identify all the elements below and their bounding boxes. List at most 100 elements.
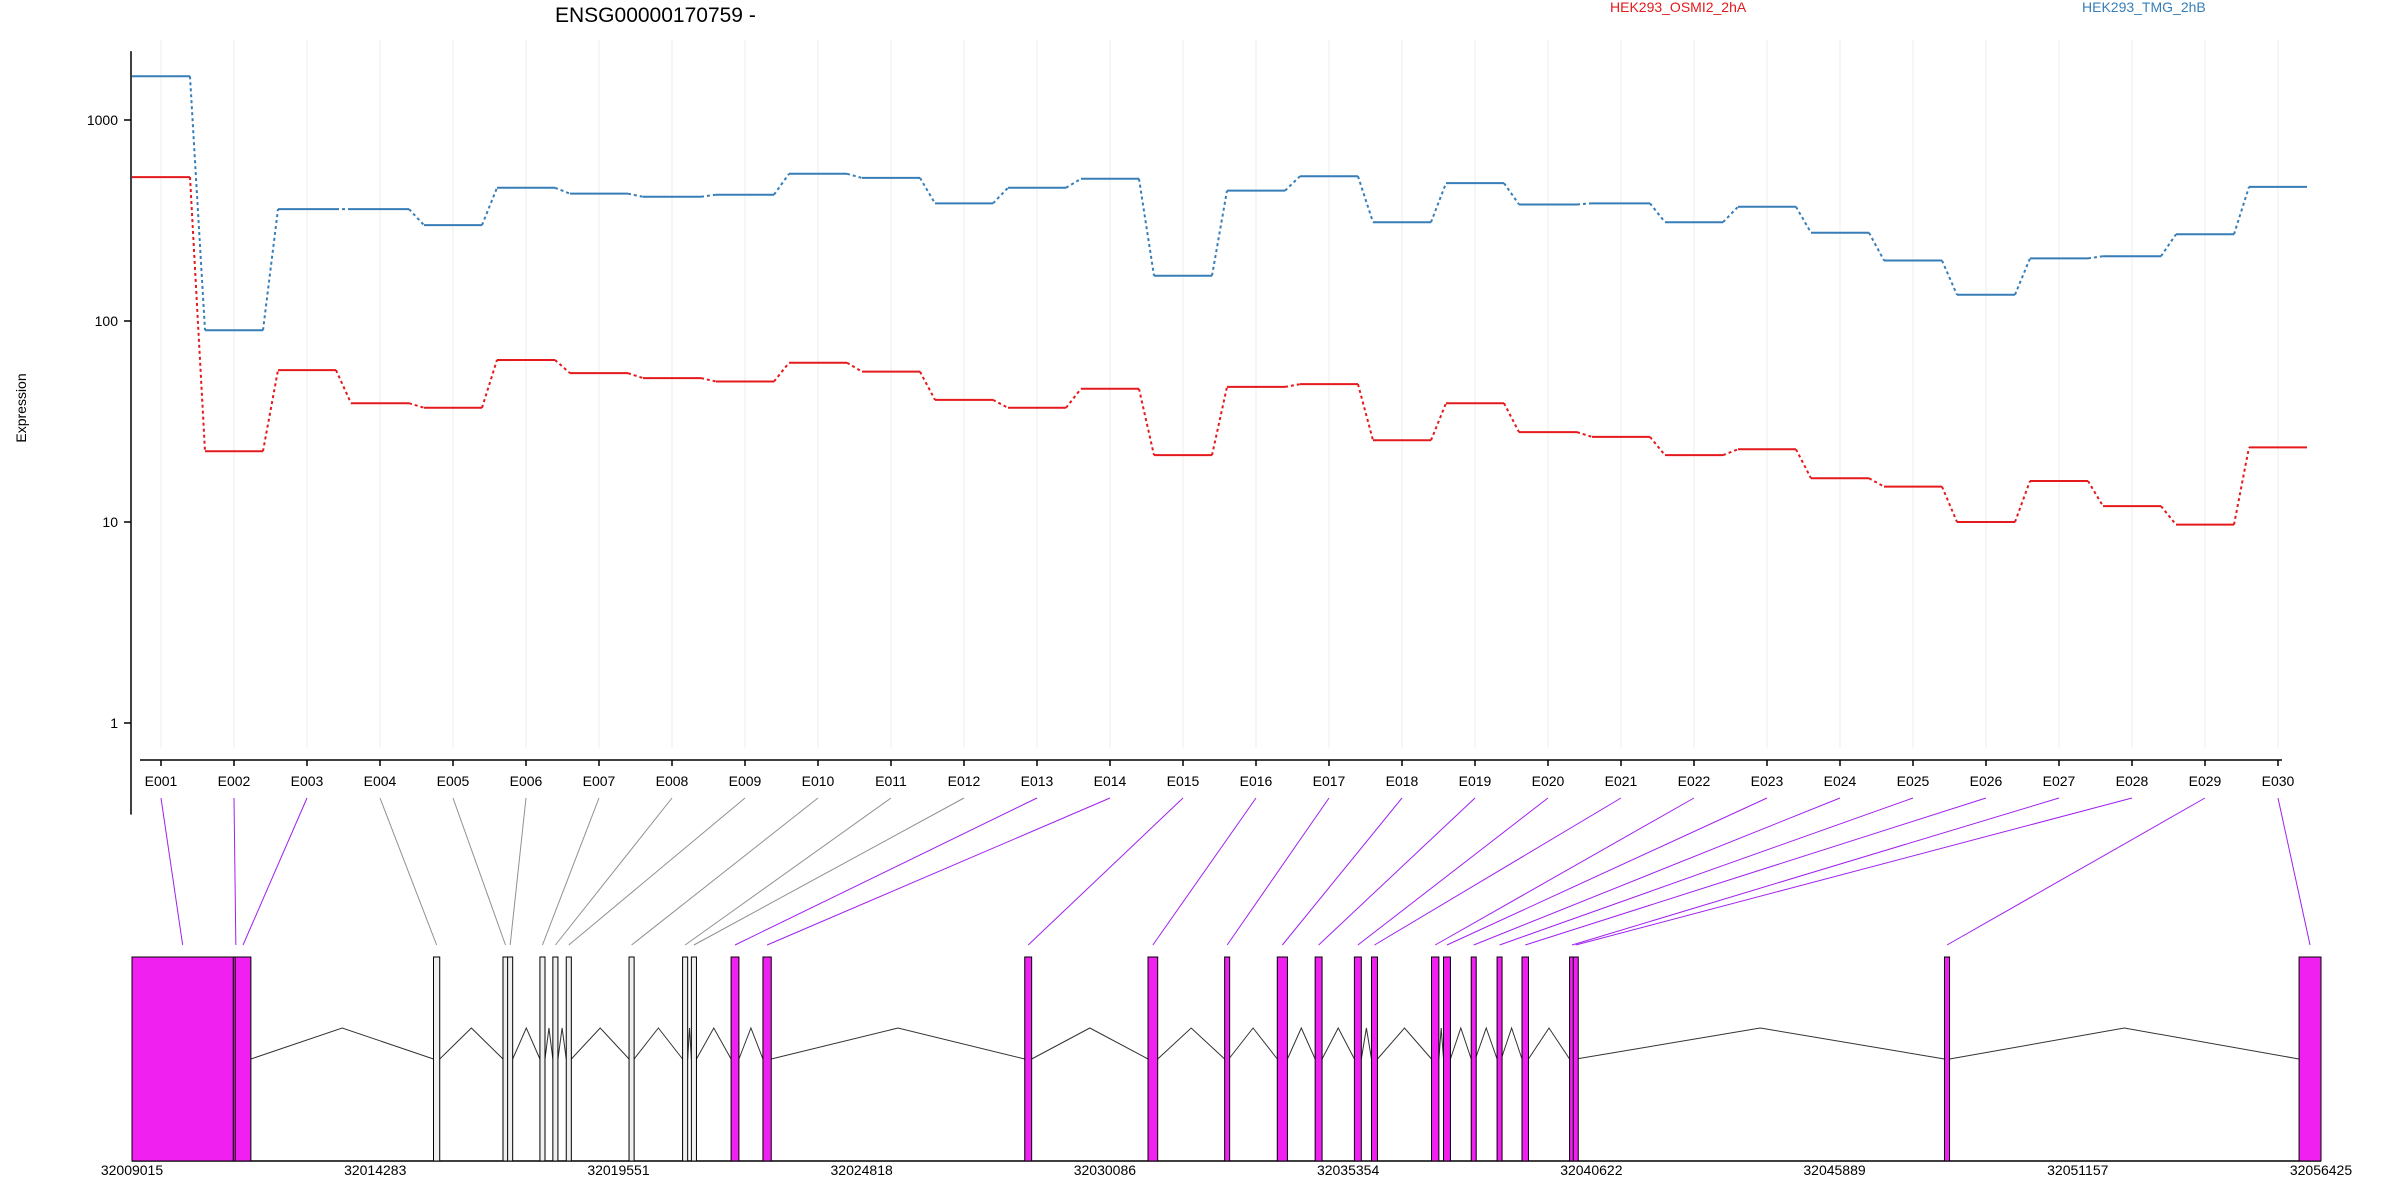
legend-entry-series-2: HEK293_TMG_2hB xyxy=(2082,0,2206,15)
exon-E012 xyxy=(690,956,697,1162)
connector-E006 xyxy=(509,797,527,946)
exon-E003 xyxy=(234,956,252,1162)
genome-tick-label-5: 32030086 xyxy=(1074,1162,1137,1178)
connector-E014 xyxy=(766,797,1111,946)
x-tick-label-E025: E025 xyxy=(1897,773,1930,789)
genome-tick-label-6: 32035354 xyxy=(1317,1162,1380,1178)
series-1-transition-17 xyxy=(1357,383,1374,441)
y-tick-label-1: 1 xyxy=(110,715,118,731)
connector-E010 xyxy=(631,797,819,946)
series-1-transition-29 xyxy=(2233,447,2250,525)
series-1-transition-18 xyxy=(1430,402,1447,441)
intron-19 xyxy=(1321,1026,1355,1060)
series-1-transition-15 xyxy=(1211,386,1228,456)
intron-11 xyxy=(687,1027,692,1060)
x-tick-label-E026: E026 xyxy=(1970,773,2003,789)
connector-E019 xyxy=(1318,797,1476,946)
exon-E024 xyxy=(1470,956,1477,1162)
x-tick-label-E001: E001 xyxy=(145,773,178,789)
connector-E007 xyxy=(541,797,600,946)
x-tick-label-E023: E023 xyxy=(1751,773,1784,789)
connector-E025 xyxy=(1499,797,1914,946)
series-2-transition-13 xyxy=(1065,177,1082,189)
intron-28 xyxy=(1575,1027,1945,1060)
intron-15 xyxy=(1031,1027,1149,1060)
series-1-transition-4 xyxy=(408,402,425,409)
series-2-transition-2 xyxy=(262,209,279,331)
connector-E017 xyxy=(1226,797,1330,946)
x-tick-label-E017: E017 xyxy=(1313,773,1346,789)
series-2-transition-9 xyxy=(773,173,790,196)
exon-E010 xyxy=(628,956,635,1162)
x-tick-label-E007: E007 xyxy=(583,773,616,789)
exon-E030 xyxy=(2298,956,2322,1162)
exon-E014 xyxy=(762,956,772,1162)
genome-tick-label-4: 32024818 xyxy=(831,1162,894,1178)
connector-E001 xyxy=(160,797,184,946)
series-2-transition-22 xyxy=(1722,206,1739,223)
series-2-transition-24 xyxy=(1868,232,1885,261)
series-2-transition-16 xyxy=(1284,175,1301,192)
series-2-transition-20 xyxy=(1576,202,1593,206)
intron-12 xyxy=(696,1026,732,1060)
x-tick-label-E030: E030 xyxy=(2262,773,2295,789)
exon-E007 xyxy=(539,956,546,1162)
connector-E002 xyxy=(233,797,237,946)
gene-model: 32009015 32014283 32019551 32024818 32030086… xyxy=(101,956,2352,1178)
genome-tick-label-9: 32051157 xyxy=(2047,1162,2108,1178)
intron-24 xyxy=(1474,1026,1498,1060)
x-tick-label-E005: E005 xyxy=(437,773,470,789)
connector-E026 xyxy=(1525,797,1987,946)
series-1-transition-28 xyxy=(2160,505,2177,526)
series-2-transition-14 xyxy=(1138,178,1155,276)
series-1-transition-6 xyxy=(554,359,571,374)
series-2-transition-5 xyxy=(481,187,498,226)
series-2-transition-29 xyxy=(2233,186,2250,235)
intron-6 xyxy=(512,1026,541,1060)
connector-E023 xyxy=(1446,797,1768,946)
series-1 xyxy=(132,176,2307,526)
intron-9 xyxy=(570,1027,630,1060)
series-1-transition-24 xyxy=(1868,477,1885,488)
connector-E005 xyxy=(452,797,506,946)
series-1-transition-13 xyxy=(1065,388,1082,409)
series-1-transition-12 xyxy=(992,399,1009,409)
exon-E001 xyxy=(131,956,234,1162)
series-1-transition-14 xyxy=(1138,388,1155,456)
exon-E021 xyxy=(1370,956,1378,1162)
series-2-transition-28 xyxy=(2160,233,2177,257)
x-tick-label-E008: E008 xyxy=(656,773,689,789)
series-1-transition-9 xyxy=(773,362,790,383)
series-1-transition-11 xyxy=(919,371,936,401)
connector-E016 xyxy=(1152,797,1257,946)
intron-26 xyxy=(1528,1027,1570,1060)
exon-E004 xyxy=(433,956,441,1162)
series-2-transition-26 xyxy=(2014,257,2031,296)
series-2-transition-11 xyxy=(919,177,936,204)
exon-E028 xyxy=(1572,956,1579,1162)
exon-E016 xyxy=(1147,956,1159,1162)
legend-entry-series-1: HEK293_OSMI2_2hA xyxy=(1610,0,1747,15)
x-tick-label-E010: E010 xyxy=(802,773,835,789)
exon-E026 xyxy=(1521,956,1529,1162)
series-1-transition-26 xyxy=(2014,480,2031,523)
intron-7 xyxy=(544,1027,554,1060)
connector-E028 xyxy=(1575,797,2133,946)
genome-tick-label-7: 32040622 xyxy=(1560,1162,1623,1178)
intron-20 xyxy=(1360,1027,1372,1060)
series-1-transition-23 xyxy=(1795,448,1812,479)
x-tick-label-E011: E011 xyxy=(875,773,907,789)
series-1-transition-8 xyxy=(700,377,717,383)
connector-E008 xyxy=(555,797,673,946)
vertical-gridlines xyxy=(160,40,2279,748)
x-tick-label-E027: E027 xyxy=(2043,773,2076,789)
x-tick-label-E015: E015 xyxy=(1167,773,1200,789)
y-tick-label-4: 1000 xyxy=(87,112,118,128)
genome-tick-label-8: 32045889 xyxy=(1803,1162,1866,1178)
x-tick-label-E028: E028 xyxy=(2116,773,2149,789)
exon-E008 xyxy=(552,956,559,1162)
intron-16 xyxy=(1157,1027,1225,1060)
exon-connectors xyxy=(160,797,2311,946)
series-1-transition-27 xyxy=(2087,480,2104,507)
series-1-transition-5 xyxy=(481,359,498,409)
